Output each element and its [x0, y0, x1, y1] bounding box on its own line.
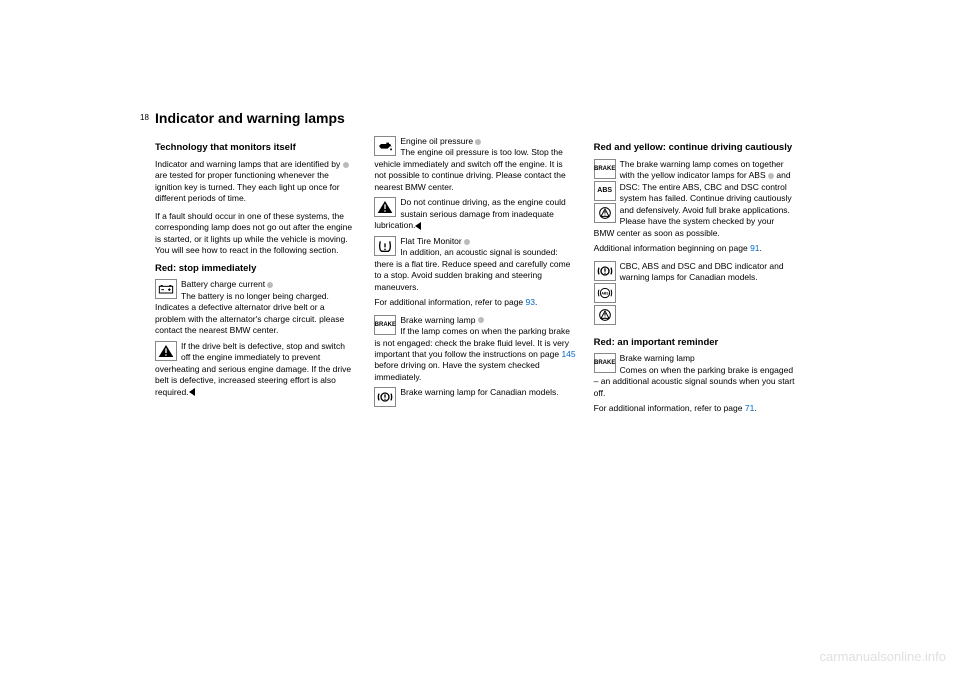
indicator-dot-icon: [343, 162, 349, 168]
dsc-triangle-icon: [594, 305, 616, 325]
svg-text:ABS: ABS: [601, 291, 609, 295]
indicator-dot-icon: [475, 139, 481, 145]
abs-text-icon: ABS: [594, 181, 616, 201]
text: For additional information, refer to pag…: [594, 403, 745, 413]
brake-block: BRAKE Brake warning lamp If the lamp com…: [374, 315, 575, 384]
text: .: [535, 297, 537, 307]
brake-text-icon: BRAKE: [594, 159, 616, 179]
abs-more: Additional information beginning on page…: [594, 243, 795, 254]
battery-text: The battery is no longer being charged. …: [155, 291, 344, 335]
brake-label: Brake warning lamp: [400, 315, 477, 325]
flat-text: In addition, an acoustic signal is sound…: [374, 247, 570, 291]
column-1: Technology that monitors itself Indicato…: [155, 136, 356, 421]
battery-block: Battery charge current The battery is no…: [155, 279, 356, 336]
watermark: carmanualsonline.info: [820, 649, 946, 664]
column-3: Red and yellow: continue driving cautiou…: [594, 136, 795, 421]
oil-label: Engine oil pressure: [400, 136, 475, 146]
brake-ca-block: Brake warning lamp for Canadian models.: [374, 387, 575, 407]
page-content: 18 Indicator and warning lamps Technolog…: [155, 110, 795, 421]
abs-text-a: The brake warning lamp comes on together…: [620, 159, 784, 180]
text: Additional information beginning on page: [594, 243, 750, 253]
heading-red-reminder: Red: an important reminder: [594, 337, 795, 350]
dsc-triangle-icon: [594, 203, 616, 223]
heading-red-stop: Red: stop immediately: [155, 263, 356, 276]
belt-warning-block: If the drive belt is defective, stop and…: [155, 341, 356, 398]
park-label: Brake warning lamp: [620, 353, 695, 363]
oil-can-icon: [374, 136, 396, 156]
flat-tire-icon: [374, 236, 396, 256]
brake-circle-icon: [374, 387, 396, 407]
park-more: For additional information, refer to pag…: [594, 403, 795, 414]
brake-text-b: before driving on. Have the system check…: [374, 360, 539, 381]
indicator-dot-icon: [267, 282, 273, 288]
end-marker-icon: [189, 388, 195, 396]
column-layout: Technology that monitors itself Indicato…: [155, 136, 795, 421]
brake-circle-icon: [594, 261, 616, 281]
page-link-71[interactable]: 71: [745, 403, 754, 413]
page-link-145[interactable]: 145: [561, 349, 575, 359]
abs-block: BRAKE ABS The brake warning lamp comes o…: [594, 159, 795, 239]
oil-text: The engine oil pressure is too low. Stop…: [374, 147, 565, 191]
para-intro: Indicator and warning lamps that are ide…: [155, 159, 356, 205]
end-marker-icon: [415, 222, 421, 230]
oil-block: Engine oil pressure The engine oil press…: [374, 136, 575, 193]
para-fault: If a fault should occur in one of these …: [155, 211, 356, 257]
battery-icon: [155, 279, 177, 299]
column-2: Engine oil pressure The engine oil press…: [374, 136, 575, 421]
belt-text: If the drive belt is defective, stop and…: [155, 341, 351, 397]
warning-triangle-icon: [155, 341, 177, 361]
heading-technology: Technology that monitors itself: [155, 142, 356, 155]
text: .: [760, 243, 762, 253]
page-title: Indicator and warning lamps: [155, 110, 795, 126]
indicator-dot-icon: [464, 239, 470, 245]
abs-icon-stack: BRAKE ABS: [594, 159, 616, 223]
cbc-text: CBC, ABS and DSC and DBC indicator and w…: [620, 261, 784, 282]
brake-ca-text: Brake warning lamp for Canadian models.: [400, 387, 558, 397]
oil-warn-text: Do not continue driving, as the engine c…: [374, 197, 565, 230]
warning-triangle-icon: [374, 197, 396, 217]
text: .: [754, 403, 756, 413]
abs-text-b: and DSC: The entire ABS, CBC and DSC con…: [594, 170, 792, 237]
flat-more: For additional information, refer to pag…: [374, 297, 575, 308]
text: are tested for proper functioning whenev…: [155, 170, 340, 203]
abs-circle-icon: ABS: [594, 283, 616, 303]
park-text: Comes on when the parking brake is engag…: [594, 365, 795, 398]
brake-text-icon: BRAKE: [594, 353, 616, 373]
text: Indicator and warning lamps that are ide…: [155, 159, 343, 169]
parking-brake-block: BRAKE Brake warning lamp Comes on when t…: [594, 353, 795, 399]
text: For additional information, refer to pag…: [374, 297, 525, 307]
page-number: 18: [140, 113, 149, 122]
battery-label: Battery charge current: [181, 279, 267, 289]
cbc-block: ABS CBC, ABS and DSC and DBC indicator a…: [594, 261, 795, 325]
page-link-91[interactable]: 91: [750, 243, 759, 253]
oil-warning-block: Do not continue driving, as the engine c…: [374, 197, 575, 231]
heading-red-yellow: Red and yellow: continue driving cautiou…: [594, 142, 795, 155]
indicator-dot-icon: [478, 317, 484, 323]
brake-text: If the lamp comes on when the parking br…: [374, 326, 570, 359]
flat-tire-block: Flat Tire Monitor In addition, an acoust…: [374, 236, 575, 293]
page-link-93[interactable]: 93: [526, 297, 535, 307]
cbc-icon-stack: ABS: [594, 261, 616, 325]
brake-text-icon: BRAKE: [374, 315, 396, 335]
flat-label: Flat Tire Monitor: [400, 236, 464, 246]
